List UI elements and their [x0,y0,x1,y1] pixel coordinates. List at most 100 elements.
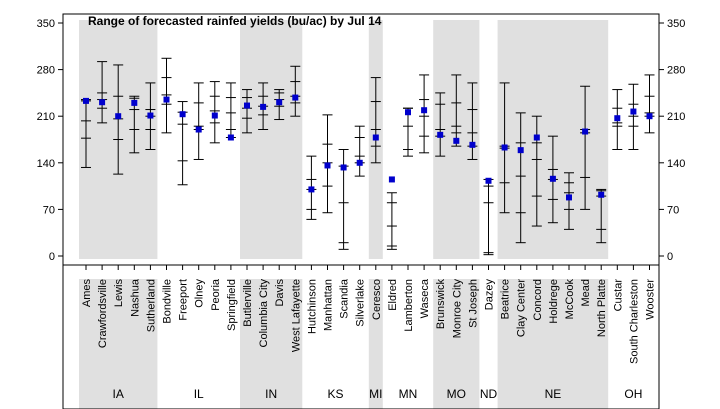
site-label-beatrice: Beatrice [500,279,512,319]
site-label-west-lafayette: West Lafayette [290,279,302,352]
site-springfield [225,82,236,141]
band-in [240,20,303,259]
forecast-marker-freeport [179,111,186,118]
forecast-marker-ceresco [372,134,379,141]
site-mccook [564,172,574,230]
site-dazey [483,177,494,256]
site-davis [274,89,285,121]
site-freeport [177,101,188,186]
forecast-marker-waseca [421,107,428,114]
site-label-bondville: Bondville [162,279,174,324]
y-tick-label-left-70: 70 [43,204,55,216]
site-label-sutherland: Sutherland [145,279,157,332]
site-mead [580,85,591,210]
forecast-marker-crawfordsville [99,99,106,106]
state-label-ia: IA [113,387,124,401]
site-manhattan [322,114,333,214]
state-label-mi: MI [369,387,382,401]
forecast-marker-mccook [566,194,572,201]
state-label-ks: KS [328,387,344,401]
y-axis-right: 0 70 140 210 280 350 [659,18,685,263]
state-label-oh: OH [624,387,642,401]
forecast-marker-south-charleston [630,108,637,115]
site-clay-center [515,112,526,244]
forecast-marker-lewis [115,113,122,120]
site-label-mccook: McCook [564,279,576,320]
label-band-ia [79,279,158,409]
forecast-marker-eldred [388,176,395,183]
forecast-marker-peoria [211,112,218,119]
site-label-holdrege: Holdrege [548,279,560,324]
label-shaded-bands [79,279,609,409]
site-label-freeport: Freeport [178,279,190,321]
site-eldred [386,176,397,250]
site-label-hutchinson: Hutchinson [306,279,318,334]
y-axis-left: 0 70 140 210 280 350 [37,18,63,263]
forecast-marker-wooster [646,113,653,120]
site-waseca [419,74,430,154]
site-label-nashua: Nashua [129,278,141,317]
forecast-marker-olney [195,126,202,133]
state-label-mn: MN [399,387,418,401]
site-label-scandia: Scandia [339,278,351,319]
forecast-marker-clay-center [517,147,524,154]
site-label-custar: Custar [612,279,624,312]
site-west-lafayette [290,65,301,117]
state-label-il: IL [194,387,204,401]
site-concord [531,115,542,227]
site-ames [81,97,91,168]
site-label-crawfordsville: Crawfordsville [97,279,109,348]
site-butlerville [242,89,252,134]
site-label-ceresco: Ceresco [371,279,383,320]
site-hutchinson [306,155,317,220]
forecast-marker-brunswick [437,131,444,138]
forecast-marker-concord [533,134,540,141]
site-peoria [209,81,220,144]
site-north-platte [596,188,607,244]
site-nashua [129,95,140,154]
forecast-marker-mead [582,128,589,135]
forecast-marker-holdrege [549,175,556,182]
site-label-olney: Olney [194,279,206,308]
y-tick-label-left-140: 140 [37,158,55,170]
y-tick-label-left-210: 210 [37,111,55,123]
y-tick-label-right-140: 140 [667,158,685,170]
y-tick-label-left-350: 350 [37,18,55,30]
forecast-marker-monroe-city [453,137,460,144]
site-ceresco [370,77,381,164]
site-label-ames: Ames [81,279,93,308]
site-label-manhattan: Manhattan [323,279,335,331]
site-sutherland [145,82,156,150]
forecast-marker-davis [276,99,283,106]
site-columbia-city [258,82,269,131]
forecast-marker-beatrice [501,144,508,151]
site-label-south-charleston: South Charleston [628,279,640,364]
site-monroe-city [451,74,462,147]
site-label-columbia-city: Columbia City [258,279,270,348]
y-tick-label-left-280: 280 [37,65,55,77]
site-lewis [113,64,124,175]
forecast-marker-west-lafayette [292,94,299,101]
site-label-peoria: Peoria [210,278,222,311]
site-label-springfield: Springfield [226,279,238,331]
y-tick-label-right-280: 280 [667,65,685,77]
site-labels: Ames Crawfordsville Lewis Nashua Sutherland B… [81,265,657,364]
site-label-concord: Concord [532,279,544,321]
site-label-eldred: Eldred [387,279,399,311]
forecast-marker-manhattan [324,162,331,169]
forecast-marker-bondville [163,96,170,103]
label-band-mi [368,279,383,409]
y-tick-label-right-350: 350 [667,18,685,30]
forecast-marker-sutherland [147,112,154,119]
forecast-marker-lamberton [405,109,411,116]
site-label-lamberton: Lamberton [403,279,415,332]
chart-title: Range of forecasted rainfed yields (bu/a… [88,14,382,28]
forecast-marker-springfield [227,134,234,141]
site-holdrege [547,135,558,224]
site-st-joseph [467,82,478,160]
forecast-marker-nashua [131,99,138,106]
forecast-marker-scandia [340,164,347,171]
state-labels: IA IL IN KS MI MN MO ND NE OH [113,387,643,401]
site-wooster [644,74,655,134]
site-label-mead: Mead [580,279,592,307]
